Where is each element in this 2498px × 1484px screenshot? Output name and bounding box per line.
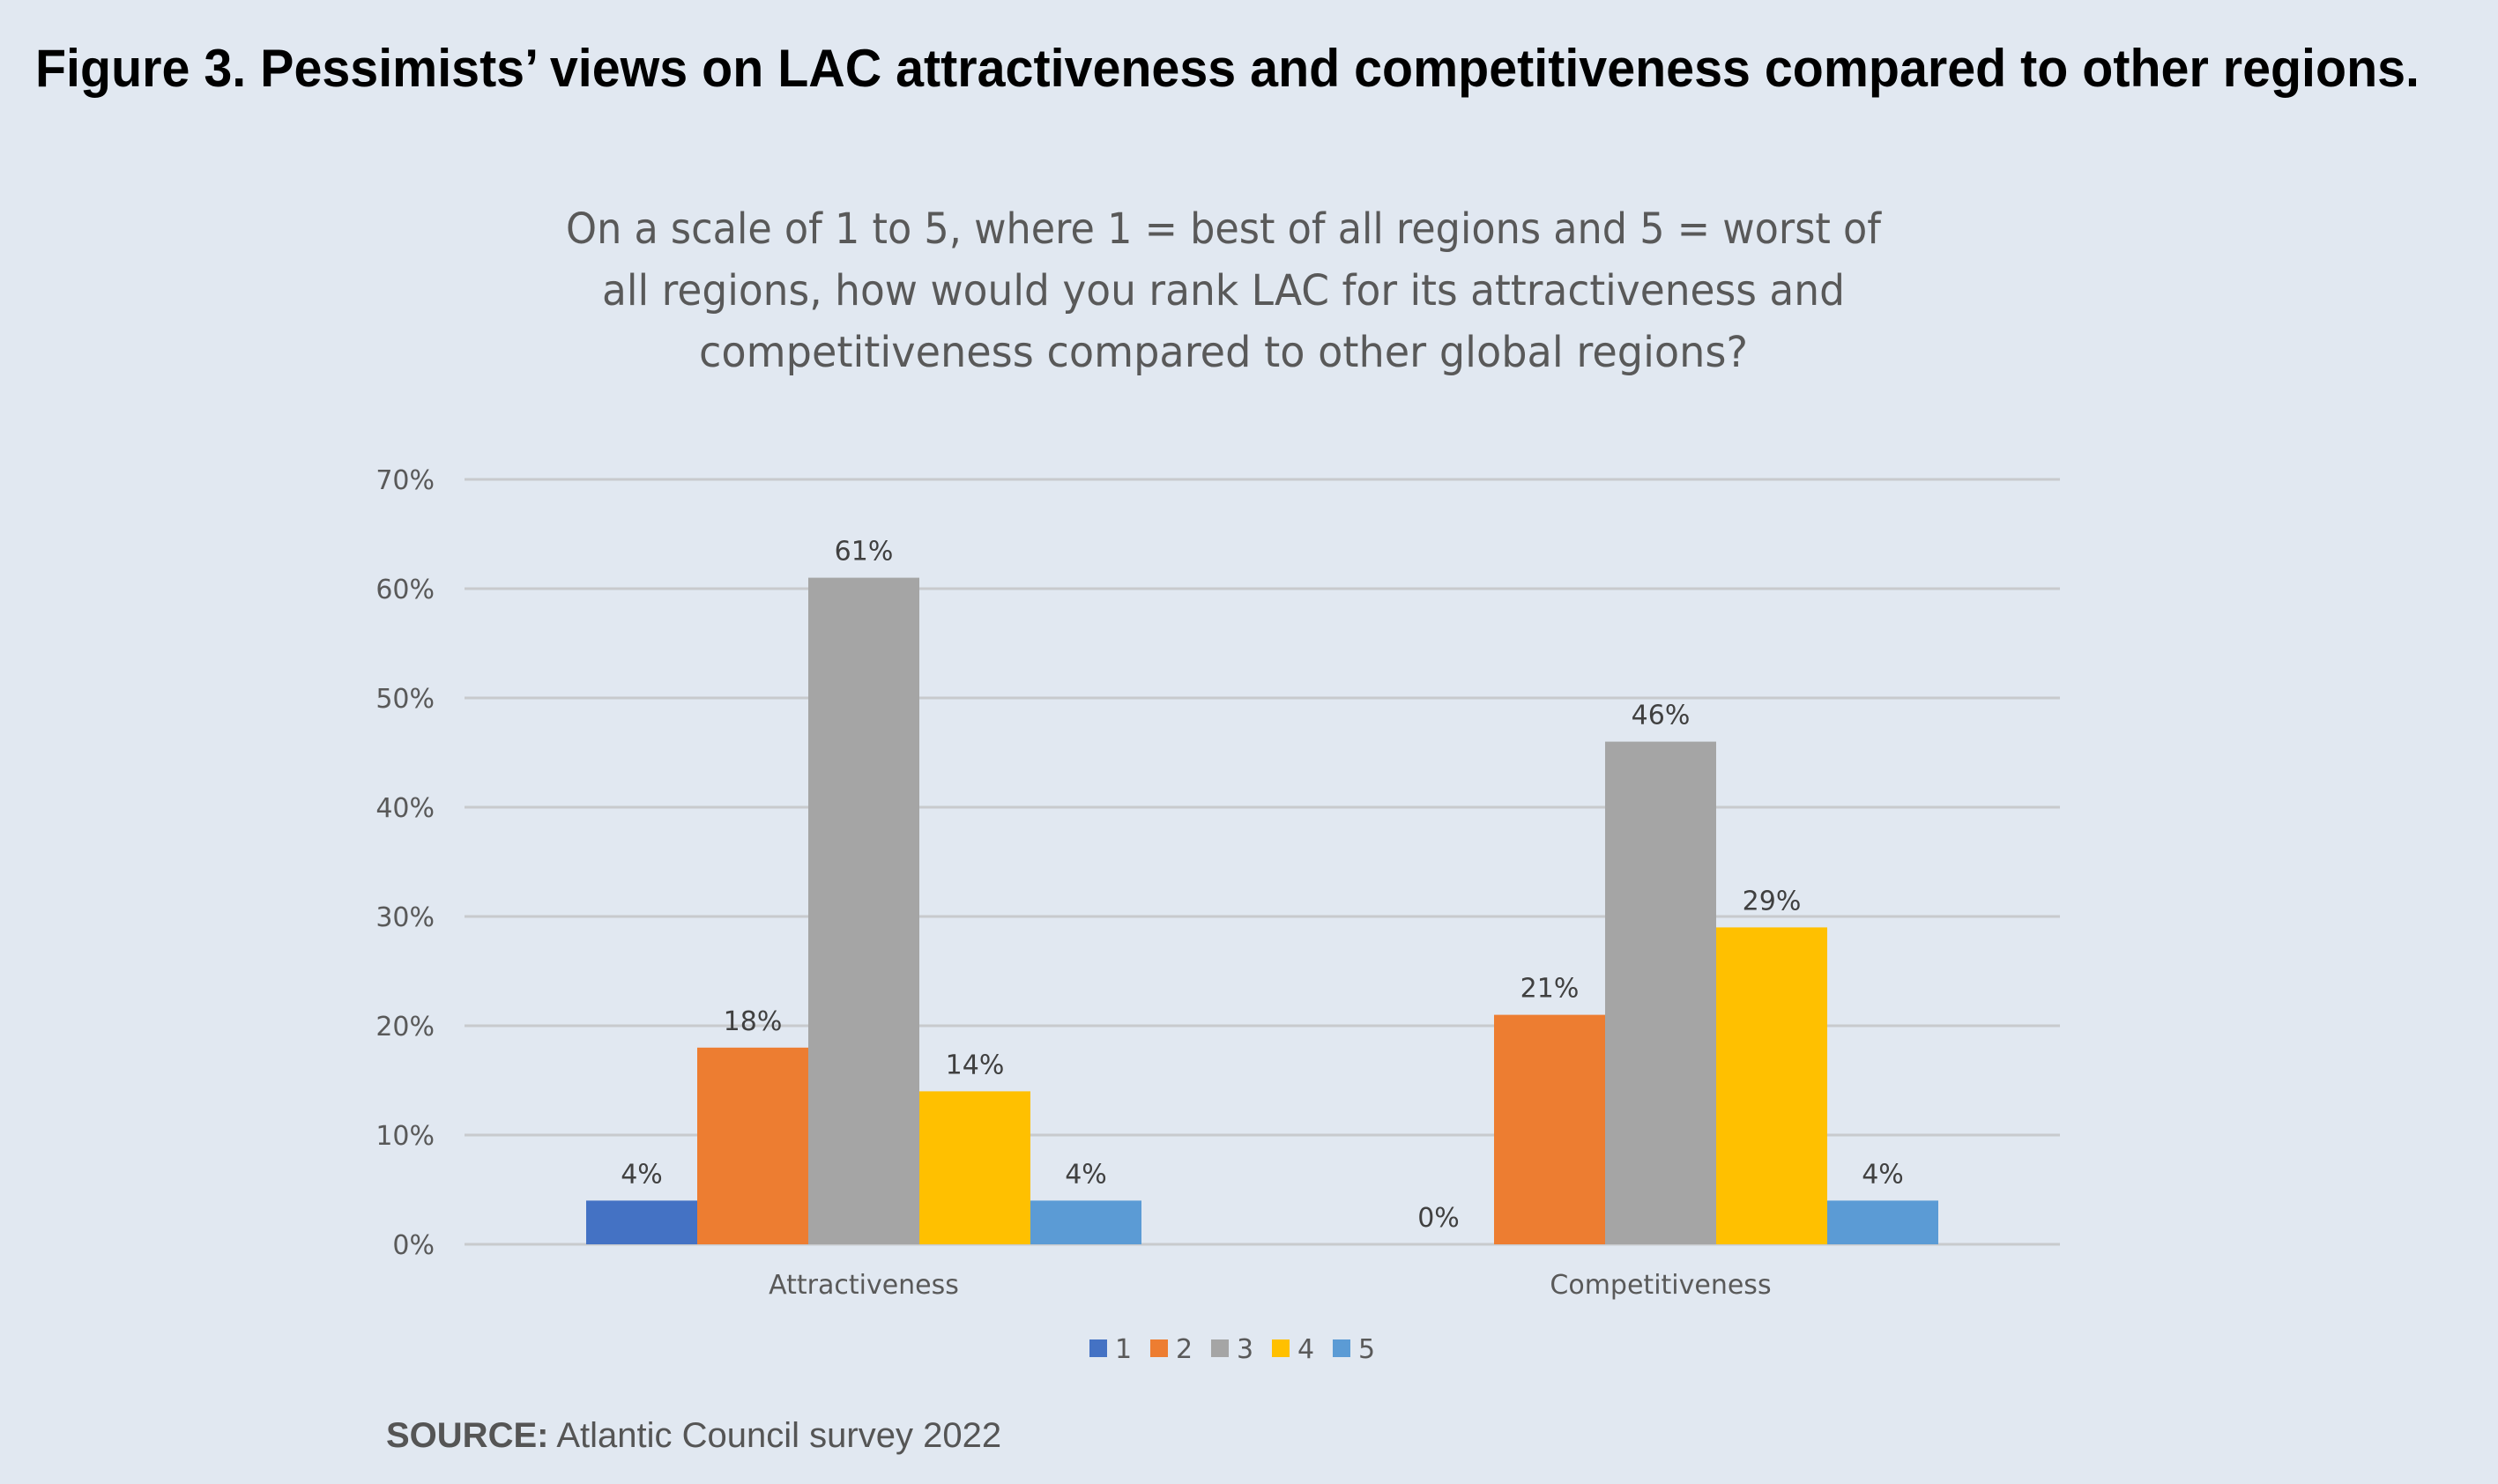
data-label: 14% [946, 1050, 1005, 1080]
legend-item-1: 1 [1089, 1334, 1132, 1365]
bar-competitiveness-2 [1494, 1014, 1605, 1244]
chart-title: On a scale of 1 to 5, where 1 = best of … [566, 204, 1882, 377]
y-tick-label: 20% [375, 1012, 435, 1043]
data-label: 18% [724, 1006, 783, 1037]
y-tick-label: 70% [375, 465, 435, 496]
data-label: 61% [835, 537, 894, 568]
source-label: SOURCE: [386, 1416, 548, 1455]
y-tick-label: 60% [375, 575, 435, 605]
figure-title: Figure 3. Pessimists’ views on LAC attra… [35, 39, 2420, 98]
bar-competitiveness-3 [1605, 741, 1716, 1244]
bar-attractiveness-2 [697, 1047, 808, 1244]
bars [586, 577, 1938, 1244]
legend-swatch [1333, 1339, 1350, 1357]
y-tick-label: 10% [375, 1121, 435, 1152]
legend-item-5: 5 [1333, 1334, 1375, 1365]
y-tick-label: 40% [375, 793, 435, 824]
data-label: 4% [1065, 1159, 1107, 1190]
legend-label: 5 [1358, 1334, 1375, 1365]
y-tick-label: 0% [392, 1230, 435, 1261]
y-tick-label: 50% [375, 684, 435, 715]
bar-attractiveness-3 [808, 577, 919, 1244]
data-label: 4% [1862, 1159, 1904, 1190]
legend-label: 2 [1176, 1334, 1193, 1365]
bar-attractiveness-5 [1030, 1200, 1141, 1244]
chart-title-line-3: competitiveness compared to other global… [699, 328, 1748, 377]
bar-competitiveness-5 [1827, 1200, 1938, 1244]
legend-item-4: 4 [1272, 1334, 1314, 1365]
legend-swatch [1150, 1339, 1168, 1357]
data-label: 46% [1632, 701, 1691, 731]
chart-title-line-1: On a scale of 1 to 5, where 1 = best of … [566, 204, 1882, 254]
legend-swatch [1211, 1339, 1229, 1357]
data-label: 21% [1520, 974, 1580, 1005]
figure-title-area: Figure 3. Pessimists’ views on LAC attra… [35, 39, 2420, 98]
source-text: Atlantic Council survey 2022 [548, 1416, 1001, 1455]
source-note: SOURCE: Atlantic Council survey 2022 [386, 1416, 1001, 1455]
bar-attractiveness-1 [586, 1200, 697, 1244]
x-category-label: Competitiveness [1550, 1270, 1771, 1301]
y-axis-ticks: 0% 10% 20% 30% 40% 50% 60% 70% [375, 465, 435, 1261]
data-label: 0% [1417, 1203, 1460, 1234]
legend-label: 1 [1115, 1334, 1132, 1365]
data-labels: 4% 18% 61% 14% 4% 0% 21% 46% 29% 4% [621, 537, 1904, 1234]
data-label: 29% [1743, 886, 1802, 916]
data-label: 4% [621, 1159, 663, 1190]
legend-label: 4 [1297, 1334, 1314, 1365]
chart-title-line-2: all regions, how would you rank LAC for … [602, 266, 1845, 315]
x-axis-categories: Attractiveness Competitiveness [769, 1270, 1771, 1301]
legend-swatch [1089, 1339, 1107, 1357]
y-tick-label: 30% [375, 902, 435, 933]
bar-attractiveness-4 [919, 1091, 1030, 1244]
legend-label: 3 [1237, 1334, 1253, 1365]
x-category-label: Attractiveness [769, 1270, 959, 1301]
legend-swatch [1272, 1339, 1290, 1357]
legend: 1 2 3 4 5 [1089, 1334, 1375, 1365]
bar-competitiveness-4 [1716, 927, 1827, 1244]
legend-item-3: 3 [1211, 1334, 1253, 1365]
legend-item-2: 2 [1150, 1334, 1193, 1365]
